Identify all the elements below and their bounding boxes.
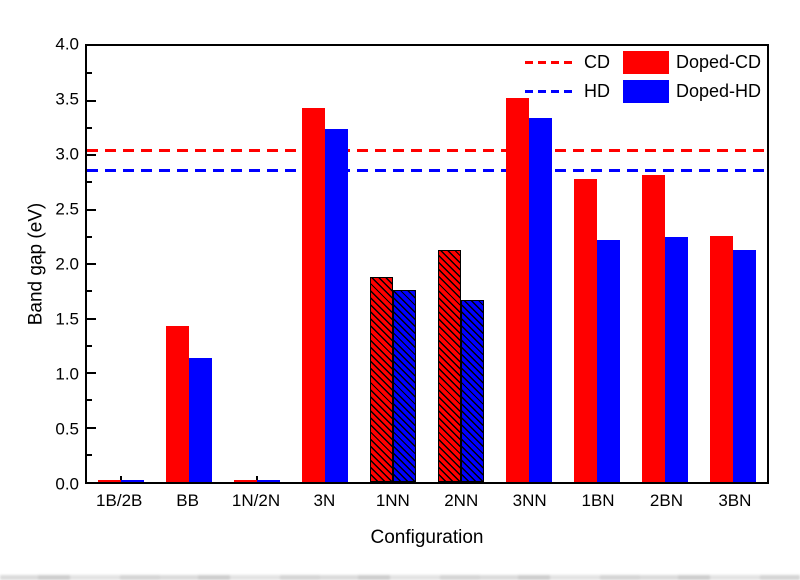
y-minor-tick <box>87 290 92 293</box>
y-tick-label: 1.0 <box>55 364 79 384</box>
y-minor-tick <box>87 181 92 184</box>
bar-doped-hd-1NN <box>393 290 416 482</box>
y-major-tick <box>87 372 96 374</box>
y-major-tick <box>87 154 96 156</box>
x-tick-label: 2NN <box>444 491 479 510</box>
legend-doped-cd-swatch <box>622 51 669 74</box>
y-major-tick <box>87 208 96 211</box>
plot-area: CD Doped-CD HD Doped-HD <box>85 44 769 484</box>
y-tick-label: 0.5 <box>55 419 79 439</box>
legend: CD Doped-CD HD Doped-HD <box>524 51 761 103</box>
bar-group-3N <box>291 46 359 482</box>
bar-doped-cd-3NN <box>506 98 529 482</box>
bar-group-1BN <box>563 46 631 482</box>
y-tick-label: 2.5 <box>55 199 79 219</box>
bar-doped-hd-3N <box>325 128 348 482</box>
y-tick-label: 3.0 <box>55 144 79 164</box>
x-tick <box>256 476 258 482</box>
x-tick-label: 1B/2B <box>96 491 143 510</box>
bar-doped-cd-1N/2N <box>234 479 257 482</box>
bar-doped-cd-2BN <box>642 174 665 482</box>
bar-group-1B/2B <box>87 46 155 482</box>
x-axis-title: Configuration <box>370 527 484 548</box>
bar-doped-hd-3BN <box>733 249 756 482</box>
bar-doped-hd-3NN <box>529 117 552 482</box>
bar-doped-hd-1N/2N <box>257 479 280 482</box>
bar-group-2BN <box>631 46 699 482</box>
x-tick-label: 3BN <box>718 491 752 510</box>
y-minor-tick <box>87 399 92 402</box>
bar-group-3BN <box>699 46 767 482</box>
x-tick-label: 3N <box>313 491 336 510</box>
bar-group-1NN <box>359 46 427 482</box>
legend-cd-label: CD <box>583 52 610 72</box>
y-axis-labels: 0.0 0.5 1.0 1.5 2.0 2.5 3.0 3.5 4.0 <box>0 36 79 493</box>
x-tick-label: 3NN <box>512 491 547 510</box>
legend-doped-cd-label: Doped-CD <box>675 52 761 72</box>
y-major-tick <box>87 99 96 102</box>
y-minor-tick <box>87 72 92 75</box>
y-minor-tick <box>87 453 92 456</box>
y-minor-tick <box>87 235 92 238</box>
legend-doped-hd-swatch <box>622 80 669 103</box>
x-tick-label: 1NN <box>375 491 410 510</box>
bar-doped-cd-1NN <box>370 277 393 482</box>
bar-doped-hd-BB <box>189 357 212 482</box>
bar-doped-cd-BB <box>166 326 189 482</box>
legend-doped-hd-label: Doped-HD <box>675 81 761 101</box>
bar-group-2NN <box>427 46 495 482</box>
x-tick-label: 1BN <box>581 491 615 510</box>
bar-group-BB <box>155 46 223 482</box>
x-tick <box>120 476 122 482</box>
bar-doped-cd-1B/2B <box>98 479 121 482</box>
y-tick-label: 3.5 <box>55 89 79 109</box>
bar-doped-cd-2NN <box>438 249 461 482</box>
y-minor-tick <box>87 126 92 129</box>
reference-line-cd <box>87 149 767 153</box>
bar-doped-hd-1BN <box>597 240 620 482</box>
x-tick-label: 1N/2N <box>231 491 281 510</box>
legend-hd-label: HD <box>583 81 610 101</box>
bar-doped-cd-1BN <box>574 178 597 482</box>
y-minor-tick <box>87 344 92 347</box>
legend-cd-line-sample <box>524 61 577 64</box>
bottom-edge-artifact <box>0 575 800 580</box>
bar-doped-cd-3BN <box>710 235 733 482</box>
bar-doped-cd-3N <box>302 108 325 482</box>
y-tick-label: 2.0 <box>55 254 79 274</box>
bar-groups <box>87 46 767 482</box>
y-major-tick <box>87 317 96 320</box>
y-major-tick <box>87 263 96 265</box>
reference-line-hd <box>87 168 767 172</box>
y-tick-label: 1.5 <box>55 309 79 329</box>
x-axis-labels: 1B/2B BB 1N/2N 3N 1NN 2NN 3NN 1BN 2BN 3BN <box>85 491 769 511</box>
bar-group-1N/2N <box>223 46 291 482</box>
bar-doped-hd-2BN <box>665 236 688 482</box>
y-tick-label: 0.0 <box>55 474 79 494</box>
y-major-tick <box>87 426 96 429</box>
x-tick-label: 2BN <box>649 491 683 510</box>
bar-group-3NN <box>495 46 563 482</box>
legend-hd-line-sample <box>524 90 577 93</box>
bar-doped-hd-2NN <box>461 299 484 482</box>
y-tick-label: 4.0 <box>55 34 79 54</box>
x-tick-label: BB <box>176 491 199 510</box>
bar-doped-hd-1B/2B <box>121 479 144 482</box>
